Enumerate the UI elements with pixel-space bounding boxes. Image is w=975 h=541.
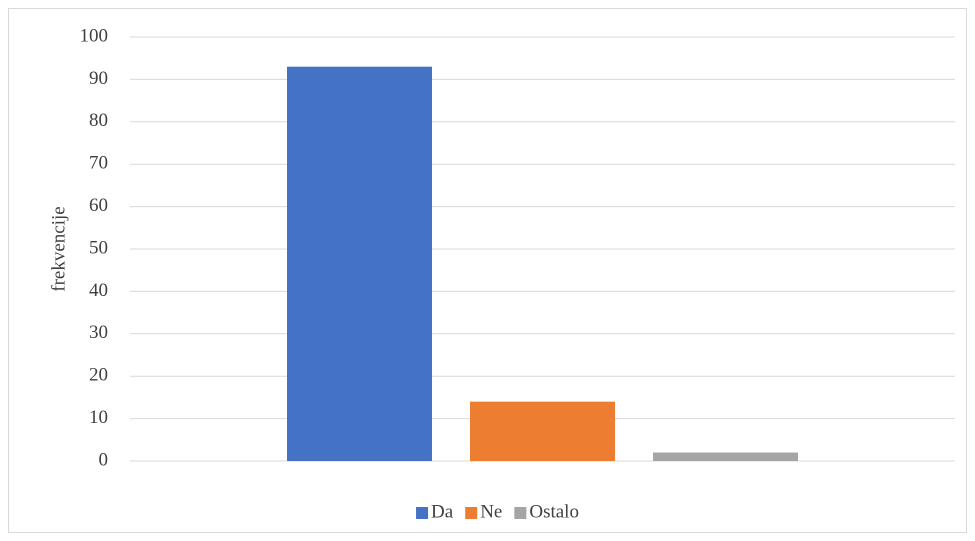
- y-tick-label: 10: [89, 407, 108, 428]
- y-tick-label: 100: [80, 25, 109, 46]
- legend-swatch: [416, 507, 429, 519]
- y-tick-label: 20: [89, 365, 108, 386]
- y-tick-label: 50: [89, 237, 108, 258]
- y-tick-label: 70: [89, 153, 108, 174]
- y-tick-label: 60: [89, 195, 108, 216]
- legend-label: Ostalo: [529, 501, 579, 522]
- y-tick-label: 90: [89, 68, 108, 89]
- legend-swatch: [514, 507, 527, 519]
- bar: [470, 401, 615, 461]
- legend-label: Da: [431, 501, 454, 522]
- legend-swatch: [465, 507, 478, 519]
- y-tick-label: 0: [99, 449, 109, 470]
- legend-label: Ne: [480, 501, 502, 522]
- bar: [653, 452, 798, 461]
- y-axis-label: frekvencije: [48, 206, 69, 291]
- y-tick-label: 40: [89, 280, 108, 301]
- y-tick-label: 30: [89, 322, 108, 343]
- bar: [287, 66, 432, 462]
- y-tick-label: 80: [89, 110, 108, 131]
